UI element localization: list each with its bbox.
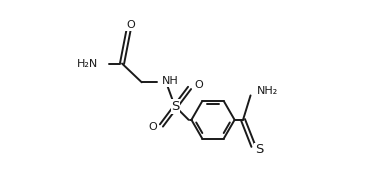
Text: H₂N: H₂N: [77, 59, 98, 69]
Text: S: S: [171, 100, 180, 113]
Text: O: O: [148, 122, 157, 132]
Text: O: O: [126, 20, 135, 30]
Text: NH₂: NH₂: [257, 86, 279, 96]
Text: O: O: [194, 80, 203, 90]
Text: S: S: [255, 143, 264, 156]
Text: NH: NH: [163, 76, 179, 86]
